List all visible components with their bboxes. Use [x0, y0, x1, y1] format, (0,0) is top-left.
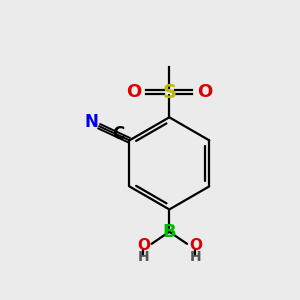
Text: O: O: [189, 238, 202, 253]
Text: N: N: [85, 113, 99, 131]
Text: H: H: [190, 250, 201, 264]
Text: B: B: [163, 223, 176, 241]
Text: S: S: [162, 82, 176, 101]
Text: C: C: [112, 125, 124, 143]
Text: O: O: [197, 83, 213, 101]
Text: O: O: [137, 238, 150, 253]
Text: O: O: [126, 83, 141, 101]
Text: H: H: [137, 250, 149, 264]
